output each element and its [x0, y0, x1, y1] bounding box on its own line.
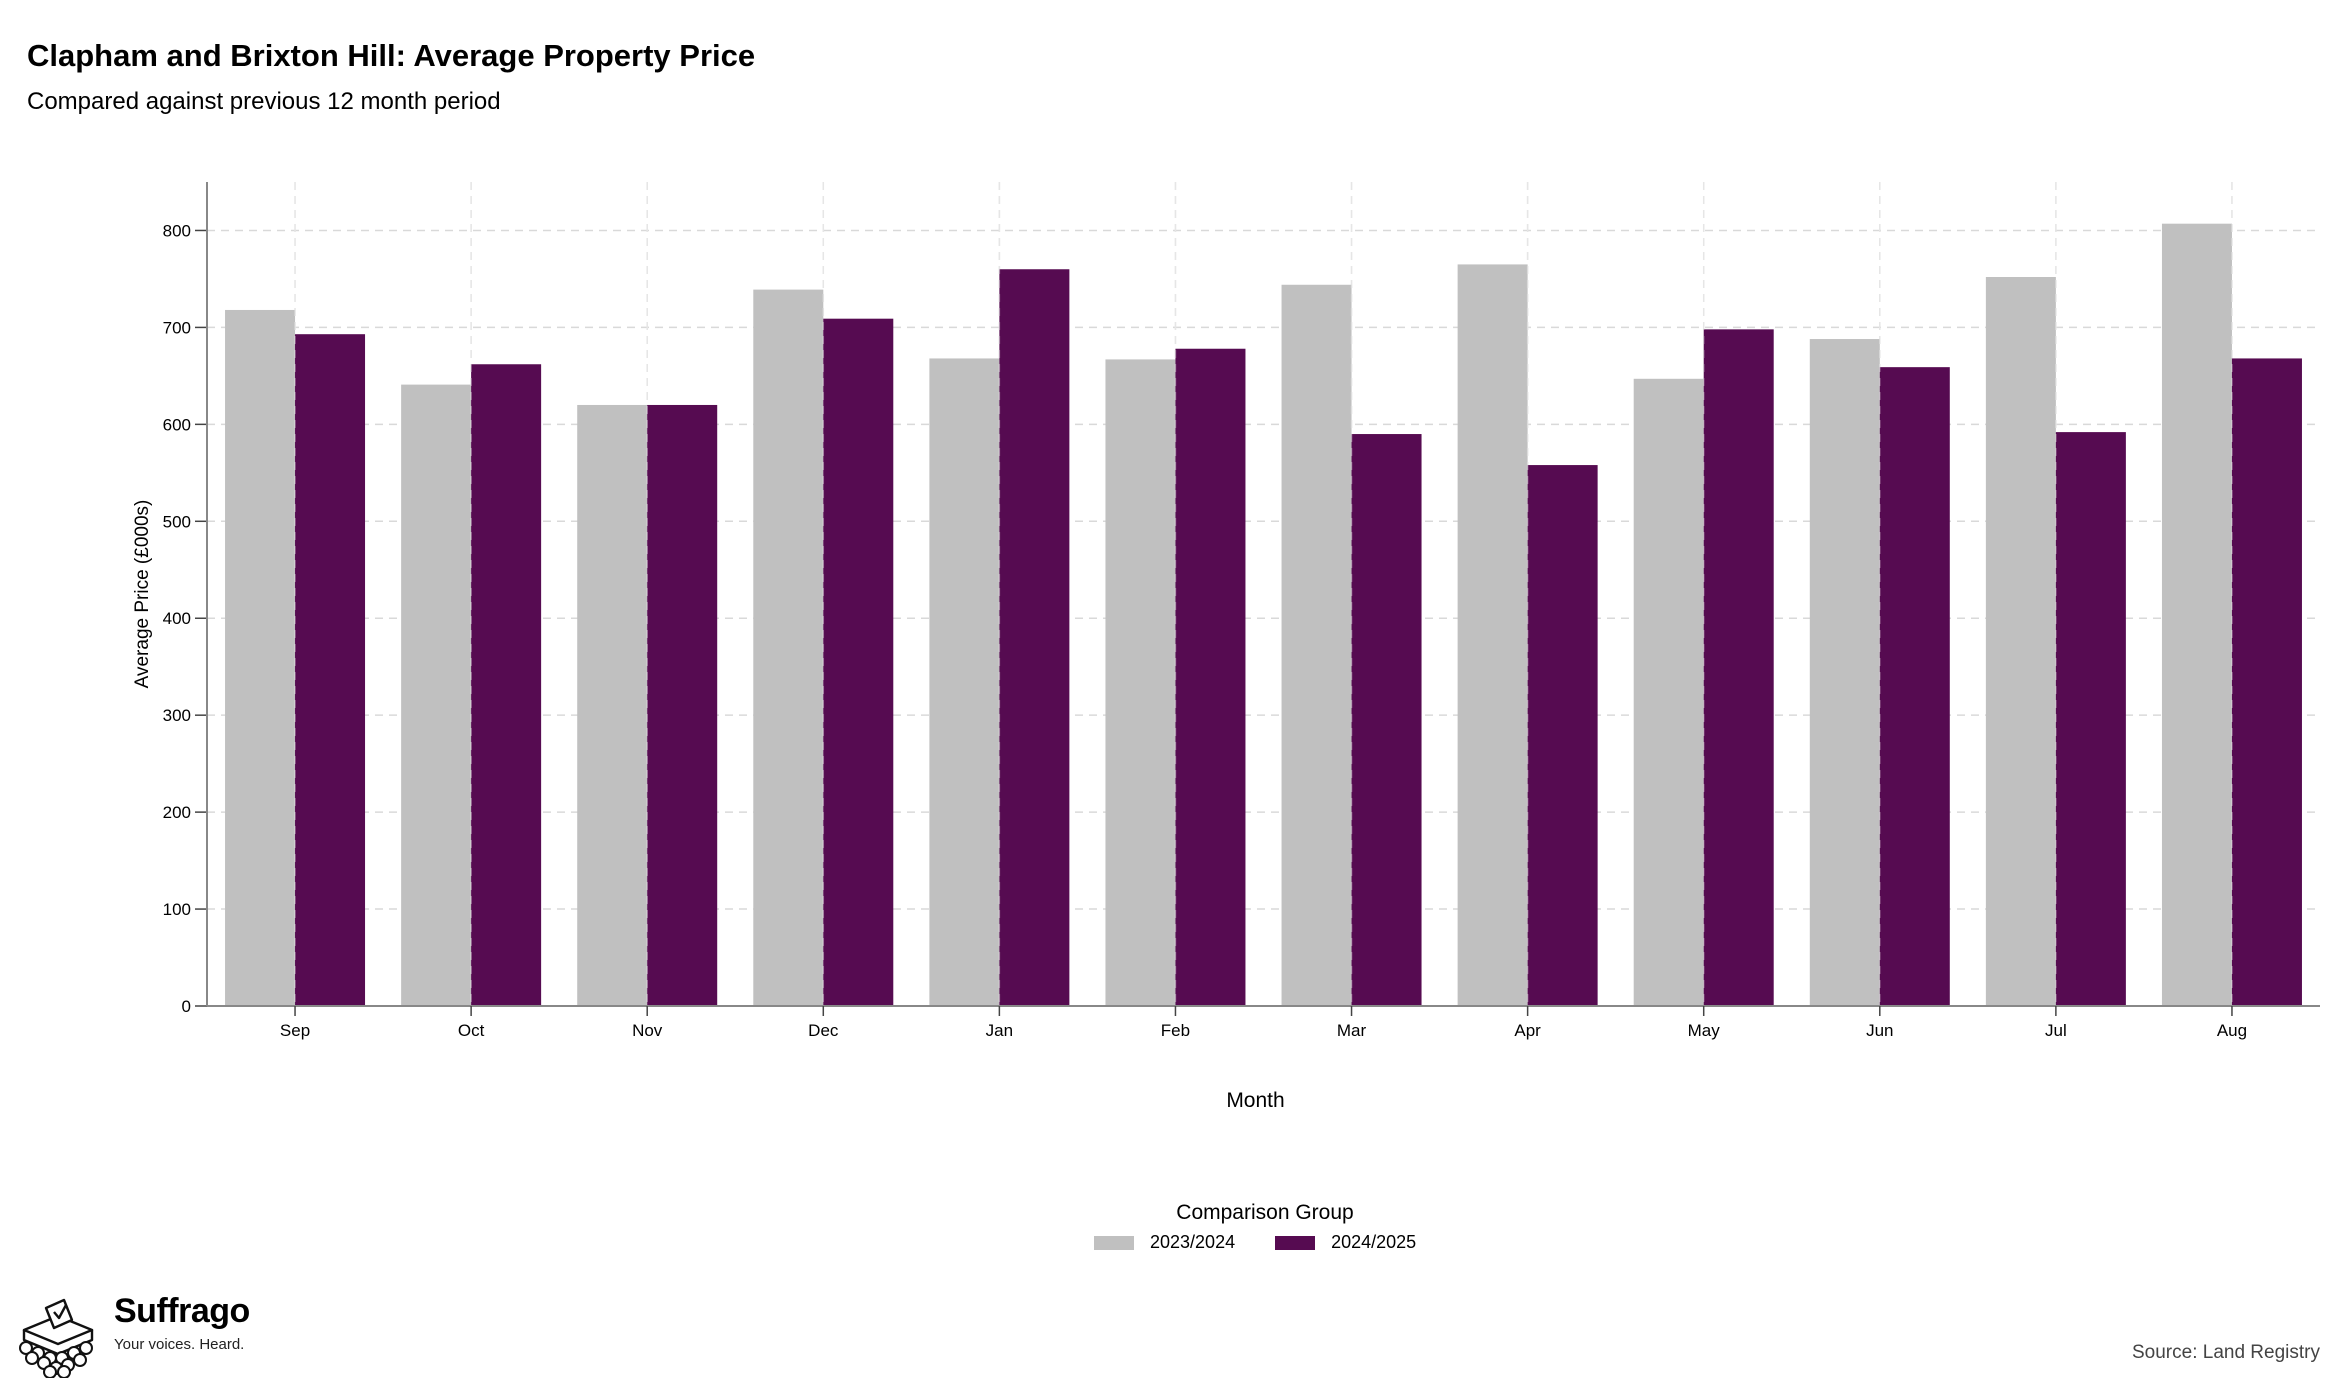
x-tick-label: Jan: [986, 1021, 1013, 1040]
legend-label-2024-2025: 2024/2025: [1331, 1232, 1417, 1252]
bar-2024-2025-aug: [2231, 358, 2302, 1006]
bar-2023-2024-mar: [1281, 284, 1352, 1006]
bar-2024-2025-jun: [1879, 367, 1950, 1006]
bar-2023-2024-apr: [1457, 264, 1528, 1006]
bar-2024-2025-jul: [2055, 432, 2126, 1006]
bar-2023-2024-sep: [225, 309, 296, 1006]
bar-2024-2025-may: [1703, 329, 1774, 1006]
chart-title: Clapham and Brixton Hill: Average Proper…: [27, 38, 756, 73]
legend-title: Comparison Group: [1176, 1201, 1354, 1224]
bar-2023-2024-feb: [1105, 359, 1176, 1006]
legend-label-2023-2024: 2023/2024: [1150, 1232, 1236, 1252]
x-tick-label: Feb: [1161, 1021, 1190, 1040]
legend-item-2024-2025: 2024/2025: [1275, 1232, 1416, 1253]
bar-2024-2025-feb: [1175, 348, 1246, 1006]
bar-2024-2025-dec: [823, 318, 894, 1006]
x-tick-label: Nov: [632, 1021, 663, 1040]
legend-swatch-2024-2025: [1275, 1235, 1316, 1250]
bar-2023-2024-jan: [929, 358, 1000, 1006]
x-tick-label: Sep: [280, 1021, 310, 1040]
y-tick-label: 700: [163, 318, 191, 337]
chart-subtitle: Compared against previous 12 month perio…: [27, 88, 501, 115]
x-tick-label: Apr: [1514, 1021, 1541, 1040]
bar-2023-2024-jun: [1809, 339, 1880, 1007]
x-tick-label: Aug: [2217, 1021, 2247, 1040]
x-axis-title: Month: [1226, 1089, 1284, 1112]
legend-item-2023-2024: 2023/2024: [1094, 1232, 1235, 1253]
y-tick-label: 400: [163, 609, 191, 628]
y-tick-label: 800: [163, 221, 191, 240]
y-tick-label: 100: [163, 900, 191, 919]
bar-2023-2024-may: [1633, 378, 1704, 1006]
bar-2023-2024-oct: [401, 384, 472, 1006]
bar-2023-2024-dec: [753, 289, 824, 1006]
y-tick-label: 0: [182, 997, 191, 1016]
x-tick-label: Jun: [1866, 1021, 1893, 1040]
brand-name: Suffrago: [114, 1292, 250, 1330]
bar-2024-2025-sep: [295, 334, 366, 1006]
bar-2023-2024-jul: [1985, 277, 2056, 1007]
bar-2024-2025-jan: [999, 269, 1070, 1006]
x-tick-label: May: [1688, 1021, 1721, 1040]
bar-2024-2025-mar: [1351, 434, 1422, 1006]
y-tick-label: 500: [163, 512, 191, 531]
ballot-box-icon: [19, 1298, 94, 1378]
x-tick-label: Mar: [1337, 1021, 1367, 1040]
suffrago-logo: Suffrago Your voices. Heard.: [14, 1292, 250, 1378]
bar-2024-2025-apr: [1527, 465, 1598, 1006]
y-axis-title: Average Price (£000s): [132, 500, 153, 689]
bar-2024-2025-oct: [471, 364, 542, 1007]
bar-2024-2025-nov: [647, 404, 718, 1006]
y-tick-label: 200: [163, 803, 191, 822]
y-tick-label: 600: [163, 415, 191, 434]
bar-2023-2024-nov: [577, 404, 648, 1006]
x-tick-label: Jul: [2045, 1021, 2067, 1040]
legend: 2023/2024 2024/2025: [1094, 1232, 1456, 1253]
x-tick-label: Oct: [458, 1021, 485, 1040]
legend-swatch-2023-2024: [1094, 1235, 1134, 1250]
bar-2023-2024-aug: [2161, 223, 2232, 1007]
x-tick-label: Dec: [808, 1021, 839, 1040]
y-tick-label: 300: [163, 706, 191, 725]
source-note: Source: Land Registry: [2132, 1342, 2320, 1363]
brand-tagline: Your voices. Heard.: [114, 1336, 245, 1353]
